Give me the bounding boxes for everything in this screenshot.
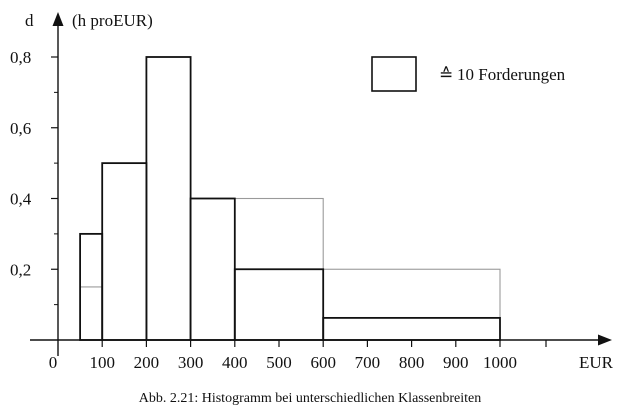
legend-label: 10 Forderungen — [457, 65, 566, 84]
x-tick-label: 500 — [266, 353, 292, 372]
x-axis-label: EUR — [579, 353, 614, 372]
x-tick-label: 700 — [355, 353, 381, 372]
histogram-bar-2 — [101, 162, 148, 341]
y-axis-label-symbol: d — [25, 11, 34, 30]
x-tick-label: 100 — [89, 353, 115, 372]
reference-rect-3 — [234, 268, 501, 341]
x-axis-arrowhead — [598, 334, 612, 346]
axis-ticks: 0,2 0,4 0,6 0,8 0 100 200 300 400 500 600 700 800 900… — [10, 48, 547, 372]
histogram-bar-3 — [145, 56, 192, 341]
y-axis-arrowhead — [52, 12, 64, 26]
histogram-bar-4 — [189, 197, 236, 341]
y-tick-label: 0,4 — [10, 190, 32, 209]
y-tick-label: 0,2 — [10, 260, 31, 279]
x-tick-label: 800 — [399, 353, 425, 372]
legend-symbol: ≙ — [439, 65, 453, 84]
x-tick-label: 0 — [49, 353, 58, 372]
x-tick-label: 300 — [178, 353, 204, 372]
axes — [30, 12, 612, 356]
y-tick-label: 0,8 — [10, 48, 31, 67]
histogram-bar-5 — [233, 268, 325, 341]
y-tick-label: 0,6 — [10, 119, 31, 138]
x-tick-label: 900 — [443, 353, 469, 372]
y-axis-label-unit: (h proEUR) — [72, 11, 153, 30]
figure-caption: Abb. 2.21: Histogramm bei unterschiedlic… — [139, 391, 482, 406]
x-tick-label: 1000 — [483, 353, 517, 372]
histogram-bar-6 — [322, 316, 501, 341]
legend: ≙ 10 Forderungen — [371, 56, 566, 92]
x-tick-label: 200 — [134, 353, 160, 372]
x-tick-label: 600 — [310, 353, 336, 372]
reference-rect-1 — [79, 286, 103, 341]
legend-swatch — [371, 56, 417, 92]
x-tick-label: 400 — [222, 353, 248, 372]
